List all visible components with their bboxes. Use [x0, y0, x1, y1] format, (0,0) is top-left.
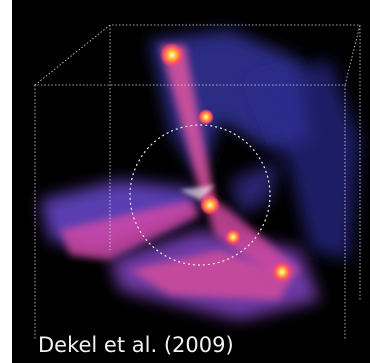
caption: Dekel et al. (2009) [38, 333, 234, 357]
simulation-image: Dekel et al. (2009) [0, 0, 370, 363]
